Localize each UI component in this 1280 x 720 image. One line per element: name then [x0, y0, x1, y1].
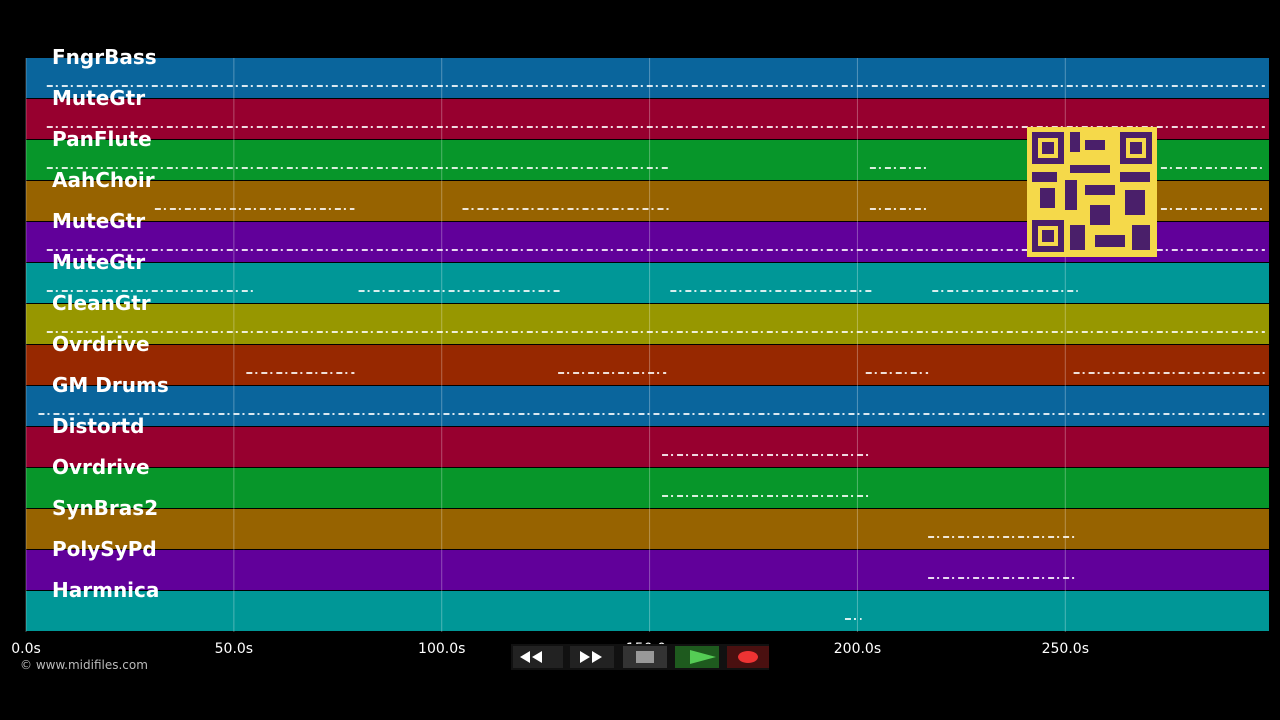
track-row [26, 591, 1269, 631]
track-name: MuteGtr [52, 209, 145, 233]
x-tick-label: 200.0s [834, 641, 881, 657]
track-name: Ovrdrive [52, 332, 150, 356]
track-row [26, 427, 1269, 467]
x-tick-label: 0.0s [11, 641, 41, 657]
track-name: MuteGtr [52, 86, 145, 110]
track-name: AahChoir [52, 168, 155, 192]
track-name: MuteGtr [52, 250, 145, 274]
track-name: PolySyPd [52, 537, 157, 561]
track-row [26, 304, 1269, 344]
track-row [26, 550, 1269, 590]
track-row [26, 58, 1269, 98]
record-button[interactable] [727, 646, 769, 668]
track-name: SynBras2 [52, 496, 158, 520]
track-row [26, 468, 1269, 508]
track-name: FngrBass [52, 45, 157, 69]
track-row [26, 345, 1269, 385]
x-tick-label: 250.0s [1042, 641, 1089, 657]
play-button[interactable] [675, 646, 719, 668]
track-name: Harmnica [52, 578, 159, 602]
track-name: PanFlute [52, 127, 152, 151]
qr-code [1027, 127, 1157, 257]
track-name: Distortd [52, 414, 144, 438]
track-name: Ovrdrive [52, 455, 150, 479]
stop-button[interactable] [623, 646, 667, 668]
track-row [26, 263, 1269, 303]
x-tick-label: 50.0s [215, 641, 253, 657]
track-name: CleanGtr [52, 291, 151, 315]
track-name: GM Drums [52, 373, 169, 397]
x-tick-label: 100.0s [418, 641, 465, 657]
rewind-button[interactable] [513, 646, 563, 668]
copyright: © www.midifiles.com [20, 658, 148, 672]
track-row [26, 386, 1269, 426]
forward-button[interactable] [570, 646, 614, 668]
track-row [26, 509, 1269, 549]
